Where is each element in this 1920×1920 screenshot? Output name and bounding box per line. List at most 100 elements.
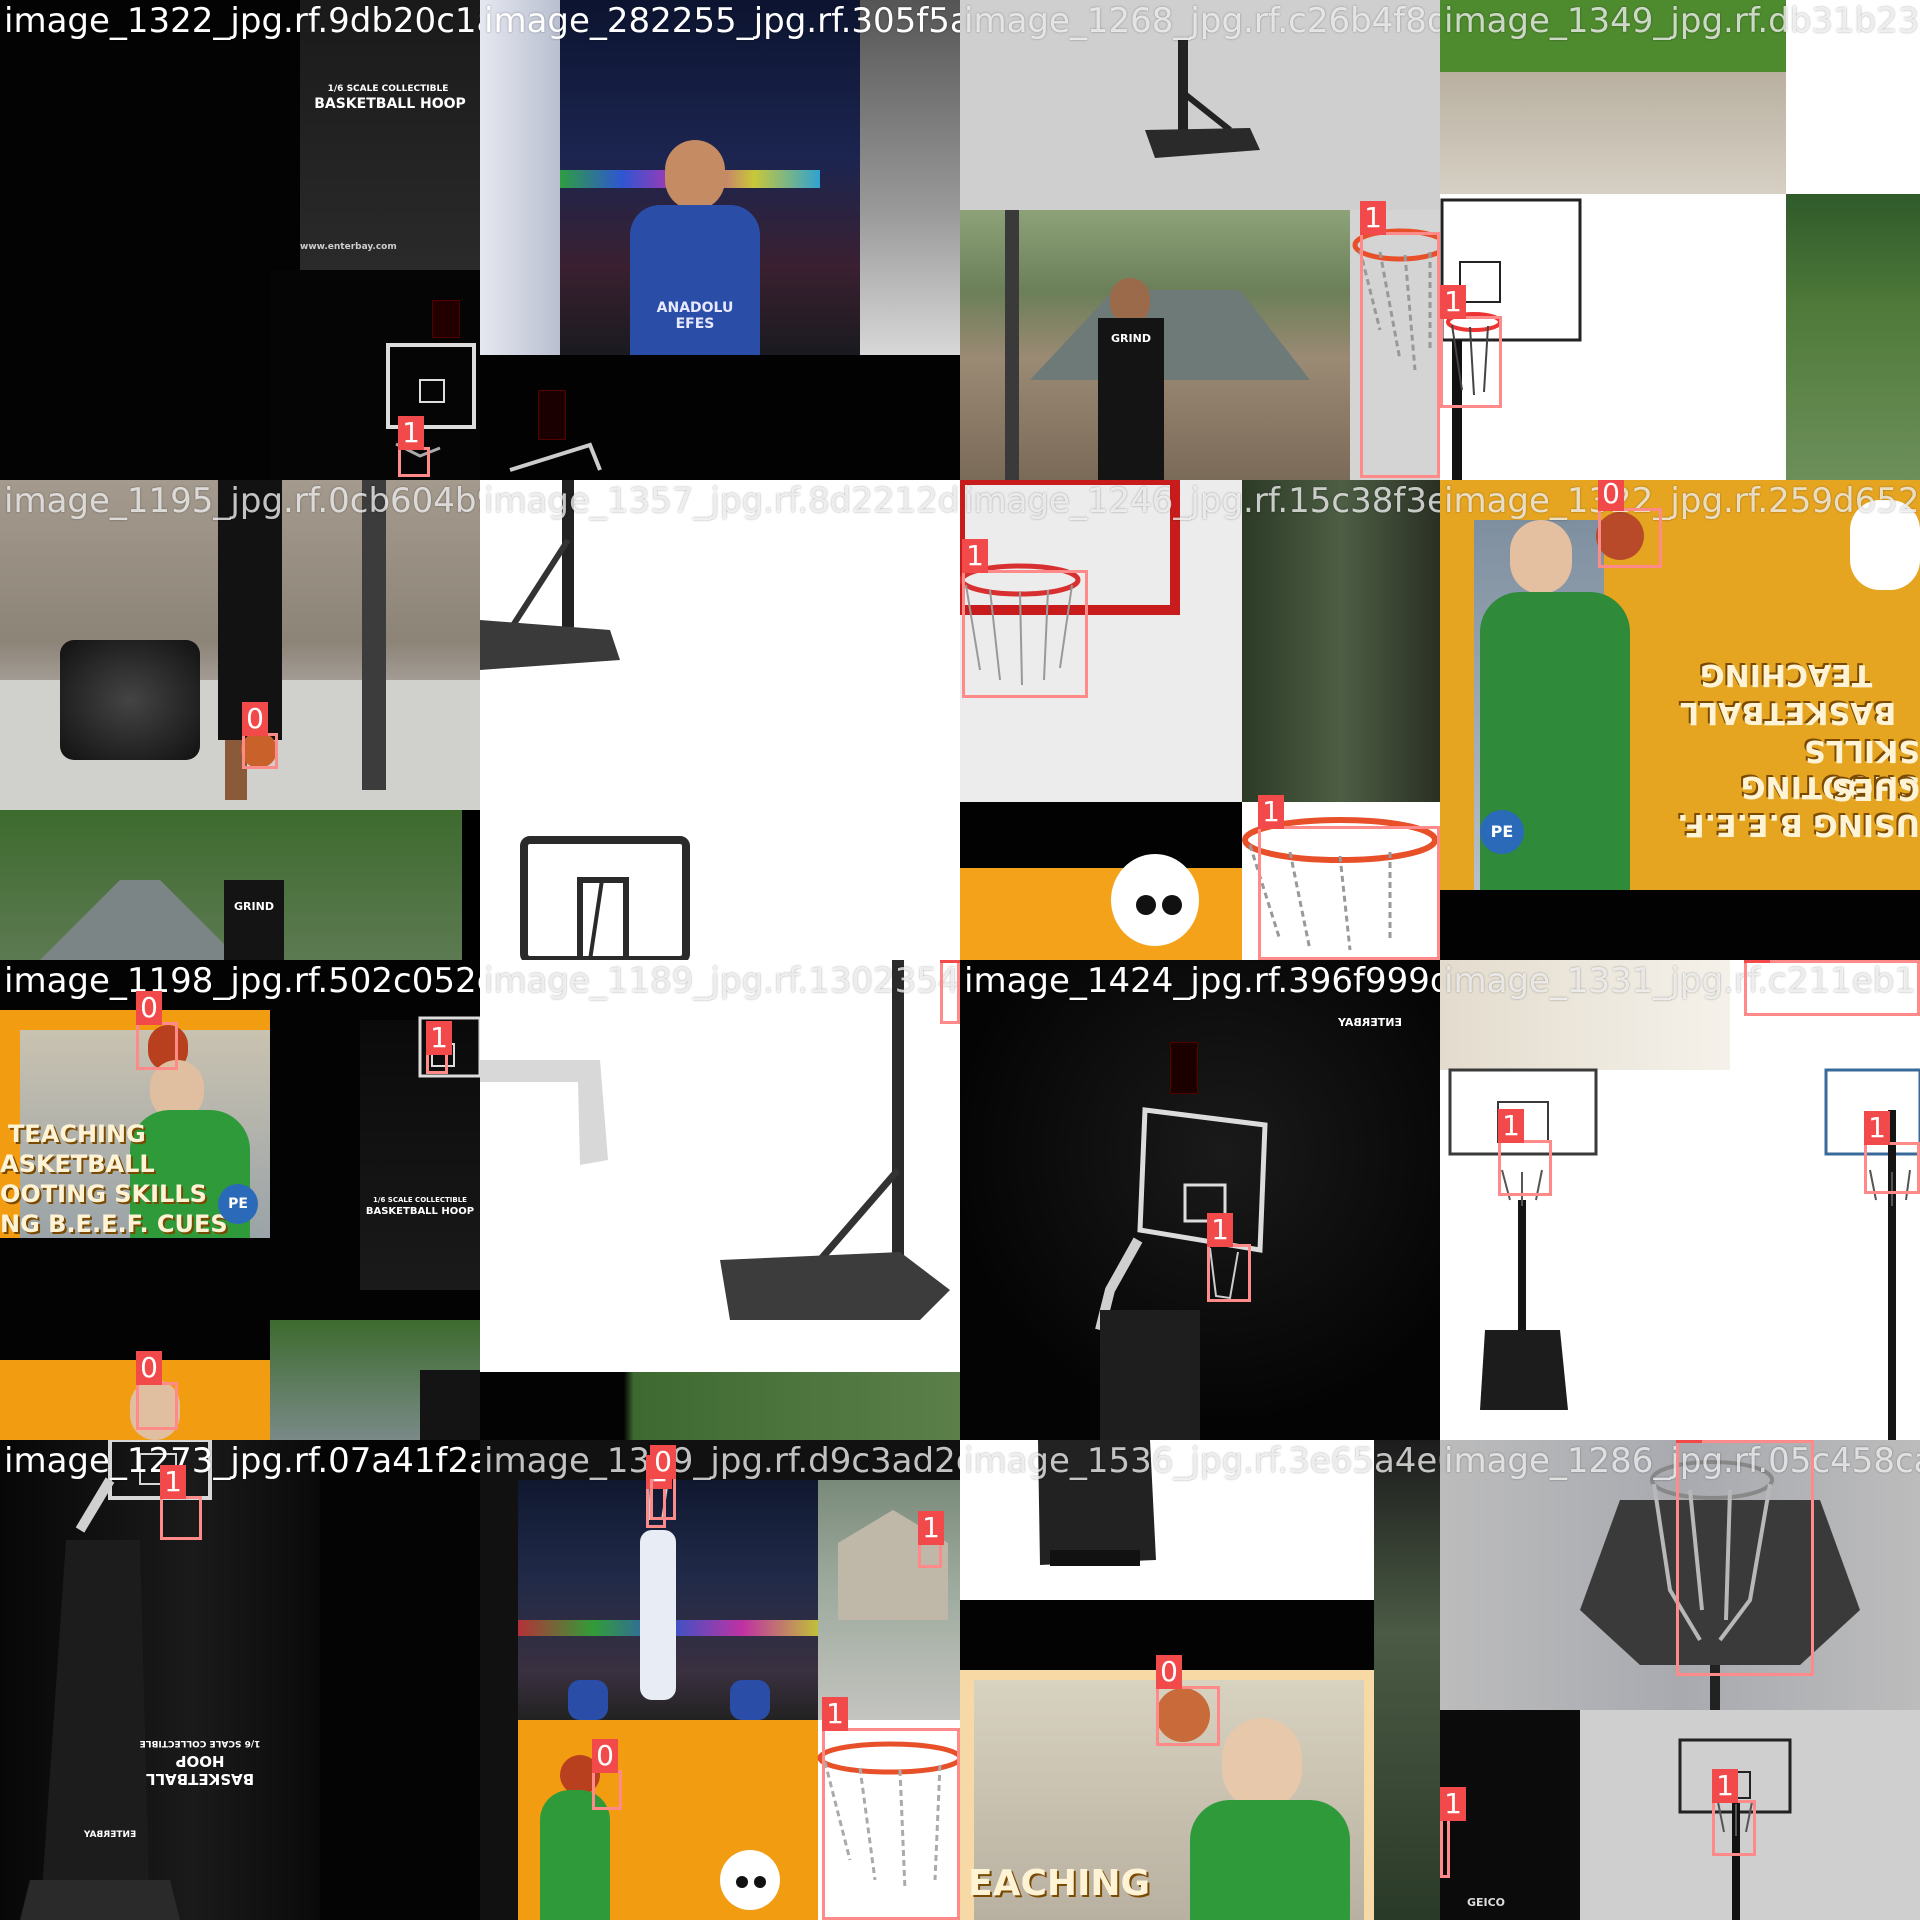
poster-basketball: BASKETBALL <box>1680 695 1897 730</box>
poster-shooting-2: OOTING SKILLS <box>0 1180 207 1208</box>
scale-text-2: 1/6 SCALE COLLECTIBLE <box>373 1196 467 1204</box>
tile-9: TEACHING ASKETBALL OOTING SKILLS NG B.E.… <box>0 960 480 1440</box>
poster-basketball-2: ASKETBALL <box>0 1150 155 1178</box>
poster-teaching-2: TEACHING <box>8 1120 146 1148</box>
hoop-bbox: 1 <box>1258 795 1440 960</box>
tile-12: image_1331_jpg.rf.c211eb1 1 1 1 <box>1440 960 1920 1440</box>
class-label: 1 <box>426 1021 452 1055</box>
tile-7: image_1246_jpg.rf.15c38f3e78f068bb7a 1 1 <box>960 480 1440 960</box>
tile-title: image_1424_jpg.rf.396f999dcb0a7f5836d <box>964 961 1440 1001</box>
hoop-bbox: 1 <box>940 960 960 1024</box>
class-label: 1 <box>822 1697 848 1731</box>
hoop-bbox: 1 <box>1864 1111 1920 1194</box>
class-label: 1 <box>1440 1787 1466 1821</box>
tile-title: image_1357_jpg.rf.8d2212dd9bd7f136d <box>484 481 960 521</box>
rim-drawing <box>647 1479 960 1920</box>
rim-chain-drawing <box>1352 228 1440 371</box>
backboard-drawing <box>509 442 602 472</box>
class-label: 1 <box>160 1465 186 1499</box>
tile-title: image_1322_jpg.rf.259d652 <box>1444 481 1920 521</box>
hoop-bbox: 1 <box>1207 1213 1251 1302</box>
class-label: 1 <box>1498 1109 1524 1143</box>
product-text-3: BASKETBALL HOOP <box>145 1752 255 1788</box>
brand-text-3: ENTERBAY <box>83 1830 137 1840</box>
poster-teaching: TEACHING <box>1700 657 1873 692</box>
tile-title: image_1273_jpg.rf.07a41f2a73a6d7f083e7e <box>4 1441 480 1481</box>
tile-title: image_1246_jpg.rf.15c38f3e78f068bb7a <box>964 481 1440 521</box>
hoop-bbox: 1 <box>918 1511 944 1568</box>
tile-title: image_1536_jpg.rf.3e65a4e01a358122a5e3 <box>964 1441 1440 1481</box>
product-text: BASKETBALL HOOP <box>314 96 466 112</box>
tile-6: image_1357_jpg.rf.8d2212dd9bd7f136d <box>480 480 960 960</box>
ball-bbox: 0 <box>242 702 278 769</box>
class-label: 1 <box>1676 1440 1702 1443</box>
tile-title: image_1339_jpg.rf.d9c3ad2eb9be1563f6895b <box>484 1441 960 1481</box>
hoop-bbox: 1 <box>1440 285 1502 408</box>
tile-14: image_1339_jpg.rf.d9c3ad2eb9be1563f6895b… <box>480 1440 960 1920</box>
hoop-bbox: 1 <box>160 1465 202 1540</box>
portable-hoop-base-drawing <box>1145 40 1260 158</box>
website-text: www.enterbay.com <box>300 242 397 252</box>
tile-title: image_1198_jpg.rf.502c052ed1a07e8169463 <box>4 961 480 1001</box>
poster-beef-2: NG B.E.E.F. CUES <box>0 1210 228 1238</box>
ball-bbox: 0 <box>1598 480 1662 568</box>
hoop-bbox: 1 <box>1440 1787 1466 1878</box>
sponsor-text: GEICO <box>1466 1896 1506 1909</box>
product-text-2: BASKETBALL HOOP <box>365 1206 475 1217</box>
class-label: 0 <box>1156 1655 1182 1689</box>
poster-beef: USING B.E.E.F. CUES <box>1677 771 1920 842</box>
tile-title: image_1322_jpg.rf.9db20c1a0baa2b21553c4 <box>4 1 480 41</box>
ball-bbox: 0 <box>592 1739 622 1810</box>
hoop-base-drawing <box>480 480 690 960</box>
hoop-backboard-drawing <box>386 343 476 458</box>
class-label: 1 <box>1440 285 1466 319</box>
class-label: 0 <box>242 702 268 736</box>
shirt-text: GRIND <box>1111 332 1151 345</box>
class-label: 1 <box>962 539 988 573</box>
class-label: 1 <box>940 960 960 963</box>
class-label: 0 <box>136 1351 162 1385</box>
pe-badge: PE <box>1480 810 1524 854</box>
class-label: 1 <box>1360 201 1386 235</box>
tile-1: 1/6 SCALE COLLECTIBLE BASKETBALL HOOP ww… <box>0 0 480 480</box>
tile-2: ANADOLU EFES image_282255_jpg.rf.305f5a3… <box>480 0 960 480</box>
class-label: 1 <box>1712 1769 1738 1803</box>
backboard-rim-drawing <box>960 480 1440 960</box>
hoop-base-drawing <box>1038 1440 1156 1566</box>
tile-title: image_1286_jpg.rf.05c458ca <box>1444 1441 1920 1481</box>
tile-5: GRIND image_1195_jpg.rf.0cb604b9b13e1803… <box>0 480 480 960</box>
hoop-bbox: 1 <box>962 539 1088 698</box>
hoop-bbox: 1 <box>1712 1769 1756 1856</box>
tile-3: GRIND image_1268_jpg.rf.c26b4f8d7b2ed349… <box>960 0 1440 480</box>
tile-title: image_1349_jpg.rf.db31b23 <box>1444 1 1920 41</box>
hoop-bbox: 1 <box>1744 960 1920 1016</box>
tile-10: image_1189_jpg.rf.130235494f5a9e2f4e0a18… <box>480 960 960 1440</box>
hoop-backboard-drawing <box>1095 1107 1268 1440</box>
jersey-text: ANADOLU EFES <box>656 300 734 332</box>
poster-teaching-3: EACHING <box>968 1863 1151 1904</box>
tile-15: EACHING image_1536_jpg.rf.3e65a4e01a3581… <box>960 1440 1440 1920</box>
tile-title: image_282255_jpg.rf.305f5a37cd76b2128cf7… <box>484 1 960 41</box>
class-label: 1 <box>1207 1213 1233 1247</box>
scale-text-3: 1/6 SCALE COLLECTIBLE <box>139 1738 261 1748</box>
shirt-text-2: GRIND <box>234 900 274 913</box>
tile-13: 1/6 SCALE COLLECTIBLE BASKETBALL HOOP EN… <box>0 1440 480 1920</box>
scale-text: 1/6 SCALE COLLECTIBLE <box>327 84 449 94</box>
hoop-bbox: 1 <box>1360 201 1440 478</box>
class-label: 0 <box>1598 480 1624 511</box>
ball-bbox: 0 <box>1156 1655 1220 1746</box>
class-label: 0 <box>650 1445 676 1479</box>
class-label: 1 <box>1744 960 1770 963</box>
class-label: 0 <box>592 1739 618 1773</box>
portable-hoop-drawing <box>480 960 950 1320</box>
class-label: 1 <box>1258 795 1284 829</box>
hoop-bbox: 1 <box>426 1021 452 1074</box>
ball-bbox: 0 <box>136 1351 178 1430</box>
class-label: 0 <box>136 991 162 1025</box>
tile-11: ENTERBAY image_1424_jpg.rf.396f999dcb0a7… <box>960 960 1440 1440</box>
hoop-stand-drawing <box>20 1440 212 1920</box>
class-label: 1 <box>398 416 424 450</box>
hoop-bbox: 1 <box>398 416 430 477</box>
ball-bbox: 0 <box>650 1445 676 1520</box>
